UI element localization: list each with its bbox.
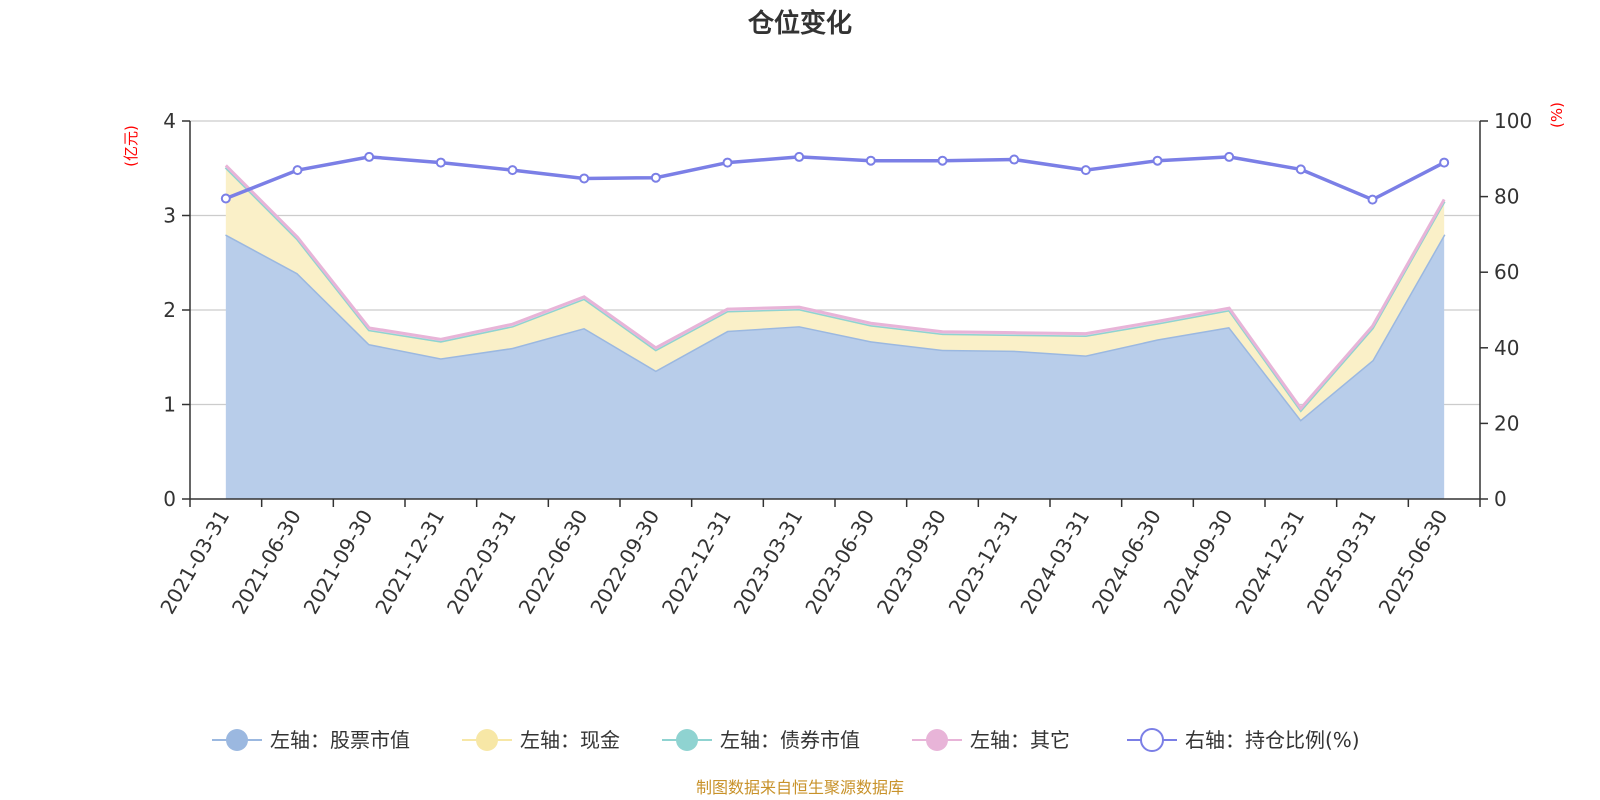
x-tick-label: 2022-12-31: [657, 506, 736, 619]
x-tick-label: 2024-12-31: [1230, 506, 1309, 619]
legend-circle-marker: [926, 729, 948, 751]
legend-item[interactable]: 左轴：其它: [912, 728, 1070, 752]
ratio-point: [794, 151, 805, 162]
right-tick-label: 0: [1494, 487, 1507, 511]
left-tick-label: 2: [163, 298, 176, 322]
x-tick-label: 2025-03-31: [1302, 506, 1381, 619]
legend-circle-marker: [1140, 728, 1164, 752]
x-tick-label: 2022-09-30: [585, 506, 664, 619]
ratio-point: [435, 157, 446, 168]
legend[interactable]: 左轴：股票市值 左轴：现金 左轴：债券市值 左轴：其它 右轴：持仓比例(%): [212, 728, 1360, 752]
ratio-point: [507, 165, 518, 176]
ratio-line-path: [225, 155, 1445, 202]
x-tick-label: 2022-06-30: [514, 506, 593, 619]
ratio-point: [1439, 157, 1450, 168]
right-tick-label: 60: [1494, 260, 1519, 284]
area-edge-series-3: [224, 164, 1446, 411]
area-series-0: [225, 234, 1445, 499]
x-tick-label: 2024-03-31: [1015, 506, 1094, 619]
x-tick-label: 2023-03-31: [729, 506, 808, 619]
right-tick-label: 40: [1494, 336, 1519, 360]
left-tick-label: 3: [163, 204, 176, 228]
ratio-point: [937, 155, 948, 166]
left-tick-label: 0: [163, 487, 176, 511]
ratio-point: [292, 165, 303, 176]
x-tick-label: 2021-03-31: [155, 506, 234, 619]
left-axis-unit: (亿元): [122, 125, 140, 167]
x-tick-label: 2023-12-31: [944, 506, 1023, 619]
legend-circle-marker: [676, 729, 698, 751]
right-tick-label: 100: [1494, 109, 1532, 133]
ratio-point: [220, 193, 231, 204]
ratio-point: [364, 151, 375, 162]
x-tick-label: 2021-06-30: [227, 506, 306, 619]
ratio-point: [1152, 155, 1163, 166]
area-series-1: [225, 167, 1445, 420]
x-tick-label: 2021-09-30: [299, 506, 378, 619]
x-tick-label: 2023-06-30: [800, 506, 879, 619]
ratio-point: [1295, 164, 1306, 175]
ratio-point: [865, 155, 876, 166]
ratio-point: [1367, 194, 1378, 205]
x-tick-label: 2024-09-30: [1159, 506, 1238, 619]
ratio-line: [220, 151, 1450, 205]
ratio-point: [1009, 154, 1020, 165]
ratio-point: [722, 157, 733, 168]
ratio-point: [650, 172, 661, 183]
legend-circle-marker: [226, 729, 248, 751]
legend-label: 左轴：股票市值: [270, 728, 410, 752]
stacked-areas: [224, 164, 1446, 499]
legend-item[interactable]: 左轴：股票市值: [212, 728, 410, 752]
legend-item[interactable]: 左轴：现金: [462, 728, 620, 752]
data-source-note: 制图数据来自恒生聚源数据库: [696, 778, 904, 797]
x-tick-label: 2025-06-30: [1374, 506, 1453, 619]
chart-title: 仓位变化: [747, 8, 852, 39]
left-tick-label: 1: [163, 393, 176, 417]
legend-item[interactable]: 左轴：债券市值: [662, 728, 860, 752]
ratio-point: [1080, 165, 1091, 176]
right-tick-label: 20: [1494, 411, 1519, 435]
x-tick-label: 2022-03-31: [442, 506, 521, 619]
ratio-point: [1224, 151, 1235, 162]
right-axis-unit: (%): [1548, 102, 1566, 128]
x-tick-label: 2021-12-31: [370, 506, 449, 619]
left-tick-label: 4: [163, 109, 176, 133]
legend-label: 左轴：债券市值: [720, 728, 860, 752]
x-tick-label: 2024-06-30: [1087, 506, 1166, 619]
legend-item[interactable]: 右轴：持仓比例(%): [1127, 728, 1360, 752]
right-tick-label: 80: [1494, 185, 1519, 209]
legend-label: 左轴：其它: [970, 728, 1070, 752]
ratio-point: [579, 173, 590, 184]
x-tick-label: 2023-09-30: [872, 506, 951, 619]
legend-label: 左轴：现金: [520, 728, 620, 752]
legend-circle-marker: [476, 729, 498, 751]
legend-label: 右轴：持仓比例(%): [1185, 728, 1360, 752]
